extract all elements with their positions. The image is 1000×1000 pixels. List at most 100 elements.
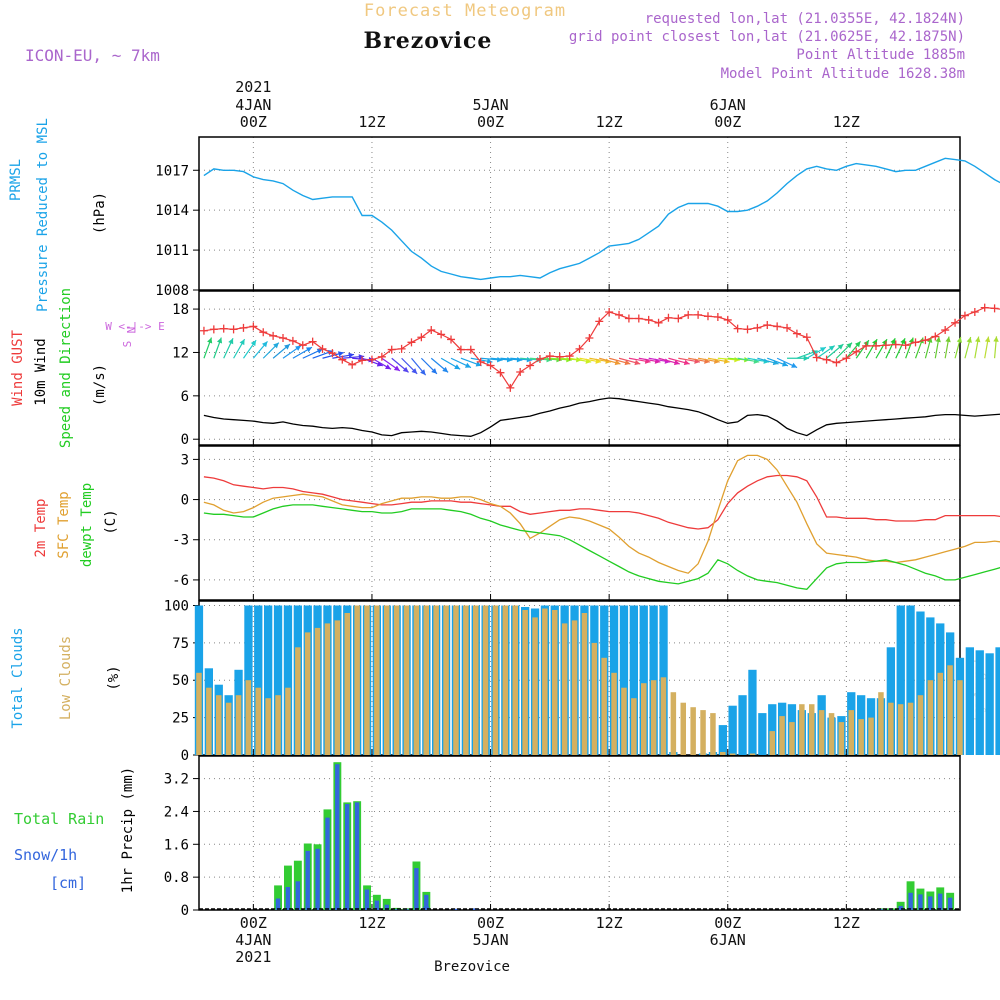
snow-bar: [325, 817, 330, 910]
wind-arrow-head: [624, 359, 631, 366]
low-cloud-bar: [324, 623, 331, 755]
wind-direction-arrow: [599, 357, 621, 366]
panel-frame: [198, 290, 961, 446]
wind-arrow-head: [284, 344, 290, 350]
y-tick-label: 18: [172, 302, 189, 318]
wind-arrow-head: [975, 336, 981, 343]
low-cloud-bar: [878, 692, 884, 755]
wind-arrow-head: [723, 358, 730, 364]
low-cloud-bar: [601, 657, 607, 755]
wind-direction-arrow: [845, 341, 861, 359]
low-cloud-bar: [650, 680, 657, 755]
wind-direction-arrow: [252, 341, 268, 359]
low-cloud-bar: [473, 605, 479, 755]
gust-point: [506, 383, 515, 392]
wind-ylabel: 10m Wind: [33, 338, 49, 405]
wind-direction-arrow: [608, 357, 631, 366]
gust-point: [605, 307, 614, 316]
precip-ylabel: 1hr Precip (mm): [120, 767, 136, 893]
snow-legend: Snow/1h: [14, 846, 77, 864]
gust-point: [990, 304, 999, 313]
gust-point: [703, 312, 712, 321]
y-tick-label: -6: [172, 573, 189, 589]
wind-arrow-head: [846, 342, 853, 349]
low-cloud-bar: [947, 665, 953, 755]
gust-point: [407, 338, 416, 347]
wind-arrow-head: [207, 337, 213, 344]
total-cloud-bar: [728, 705, 737, 755]
wind-direction-arrow: [262, 342, 280, 359]
low-cloud-bar: [710, 713, 716, 755]
y-tick-label: 0: [181, 903, 189, 919]
direction-ylabel: Speed and Direction: [58, 288, 74, 448]
total-cloud-bar: [283, 605, 293, 755]
low-cloud-bar: [295, 647, 301, 755]
low-cloud-bar: [285, 687, 291, 755]
low-cloud-bar: [482, 605, 489, 755]
wind-arrow-head: [411, 368, 418, 374]
low-cloud-bar: [522, 610, 528, 755]
gust-point: [358, 356, 367, 365]
total-cloud-bar: [768, 704, 777, 755]
panel-frame: [198, 445, 961, 601]
temp-sfc-line: [203, 454, 1000, 574]
compass-south: S: [121, 341, 134, 348]
requested-coords: requested lon,lat (21.0355E, 42.1824N): [645, 11, 965, 27]
wind-direction-arrow: [411, 357, 427, 376]
precip-bar: [453, 908, 459, 910]
low-cloud-bar: [828, 713, 835, 755]
low-cloud-bar: [897, 704, 904, 755]
snow-bar: [918, 894, 923, 910]
wind-arrow-head: [683, 359, 690, 366]
low-cloud-bar: [611, 672, 617, 755]
gust-point: [585, 333, 594, 342]
top-title: Forecast Meteogram: [364, 1, 566, 21]
pressure-unit: (hPa): [92, 192, 108, 234]
gust-point: [862, 341, 871, 350]
gust-point: [397, 344, 406, 353]
y-tick-label: 6: [181, 389, 189, 405]
gust-point: [733, 324, 742, 333]
low-cloud-bar: [581, 613, 588, 755]
panel-clouds: 0 25 50 75 100 Total Clouds Low Clouds (%): [10, 598, 1000, 764]
total-cloud-bar: [264, 605, 273, 755]
gust-point: [792, 329, 801, 338]
snow-bar: [315, 848, 320, 910]
snow-bar: [354, 802, 360, 910]
gust-point: [674, 314, 683, 323]
top-time-label: 00Z: [477, 113, 504, 131]
gust-point: [535, 354, 544, 363]
wind-arrow-head: [228, 338, 234, 345]
wind-direction-arrow: [885, 338, 896, 359]
top-year-label: 2021: [235, 78, 271, 96]
low-cloud-bar: [492, 605, 499, 755]
low-clouds-ylabel: Low Clouds: [58, 636, 74, 720]
snow-unit-legend: [cm]: [50, 874, 86, 892]
wind-direction-arrow: [223, 338, 234, 359]
panel-temperature: -6 -3 0 3 2m Temp SFC Temp dewpt Temp (C): [33, 445, 1000, 601]
gust-point: [931, 332, 940, 341]
wind-direction-arrow: [707, 357, 730, 364]
low-cloud-bar: [393, 605, 400, 755]
gust-point: [960, 311, 969, 320]
model-label: ICON-EU, ~ 7km: [25, 46, 160, 65]
wind-arrow-head: [900, 338, 906, 345]
y-tick-label: 3: [181, 452, 189, 468]
low-cloud-bar: [729, 753, 736, 755]
snow-bar: [424, 894, 429, 910]
bottom-time-label: 00Z: [477, 914, 504, 932]
gust-point: [328, 349, 337, 358]
y-tick-label: 1011: [155, 243, 189, 259]
low-cloud-bar: [927, 680, 934, 755]
wind-arrow-head: [614, 359, 621, 366]
snow-bar: [335, 764, 340, 910]
wind-direction-arrow: [242, 339, 257, 359]
temp-2m-line: [203, 474, 1000, 530]
gust-point: [812, 353, 821, 362]
total-cloud-bar: [619, 605, 629, 755]
temp-sfc-ylabel: SFC Temp: [56, 491, 72, 558]
wind-arrow-head: [239, 339, 245, 346]
temp-dewpt-line: [203, 504, 1000, 590]
wind-direction-arrow: [776, 357, 798, 369]
